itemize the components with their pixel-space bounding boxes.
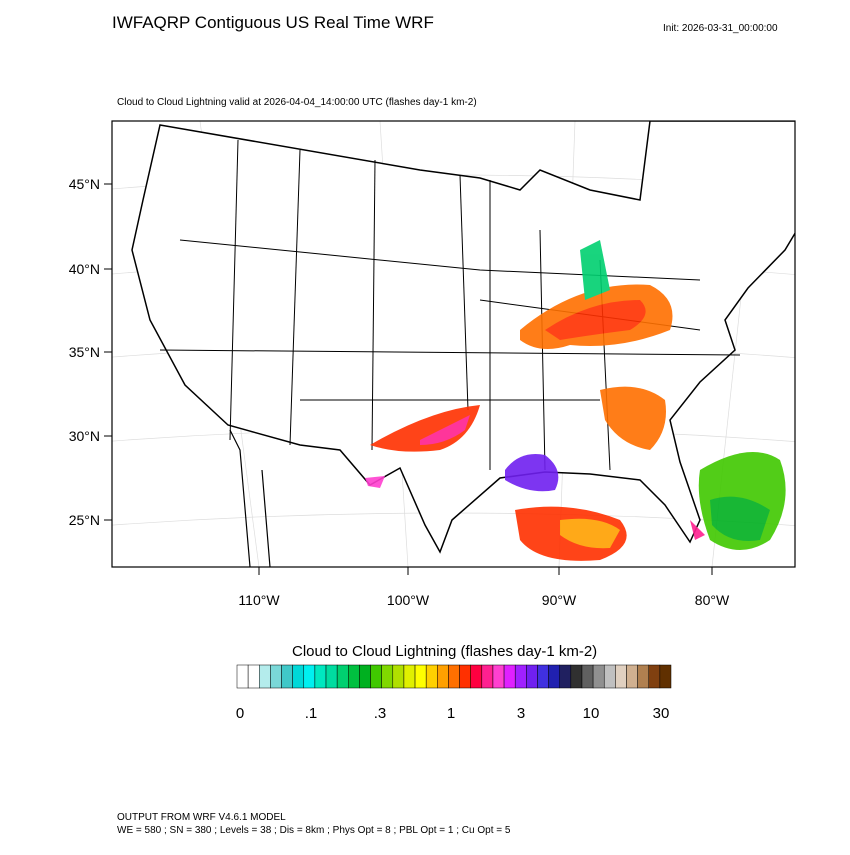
map-frame bbox=[111, 120, 796, 568]
colorbar-swatch bbox=[359, 664, 371, 689]
colorbar-swatch bbox=[615, 664, 627, 689]
lat-label: 40°N bbox=[69, 261, 100, 277]
colorbar-swatch bbox=[370, 664, 382, 689]
colorbar-swatch bbox=[314, 664, 327, 689]
colorbar-label: 1 bbox=[447, 705, 455, 722]
lon-label: 80°W bbox=[695, 592, 730, 608]
colorbar-swatch bbox=[303, 664, 316, 689]
colorbar-swatch bbox=[381, 664, 394, 689]
colorbar-swatch bbox=[537, 664, 549, 689]
colorbar-swatch bbox=[259, 664, 271, 689]
colorbar-swatch bbox=[348, 664, 360, 689]
colorbar-swatch bbox=[270, 664, 282, 689]
colorbar-swatch bbox=[281, 664, 293, 689]
colorbar-swatch bbox=[559, 664, 572, 689]
colorbar-swatch bbox=[659, 664, 672, 689]
colorbar-swatch bbox=[581, 664, 594, 689]
colorbar: 0 .1 .3 1 3 10 30 bbox=[236, 664, 672, 722]
colorbar-swatch bbox=[503, 664, 516, 689]
colorbar-swatch bbox=[648, 664, 661, 689]
colorbar-swatch bbox=[437, 664, 449, 689]
colorbar-swatch bbox=[459, 664, 471, 689]
colorbar-swatch bbox=[403, 664, 416, 689]
colorbar-swatch bbox=[592, 664, 605, 689]
colorbar-swatch bbox=[247, 664, 260, 689]
colorbar-swatch bbox=[603, 664, 616, 689]
footer-line: WE = 580 ; SN = 380 ; Levels = 38 ; Dis … bbox=[117, 825, 511, 836]
colorbar-label: 0 bbox=[236, 705, 244, 722]
lat-label: 45°N bbox=[69, 176, 100, 192]
colorbar-swatch bbox=[325, 664, 338, 689]
colorbar-label: .3 bbox=[374, 705, 387, 722]
colorbar-title: Cloud to Cloud Lightning (flashes day-1 … bbox=[292, 643, 597, 660]
colorbar-swatch bbox=[448, 664, 460, 689]
colorbar-label: .1 bbox=[305, 705, 318, 722]
lat-label: 30°N bbox=[69, 428, 100, 444]
colorbar-swatch bbox=[481, 664, 494, 689]
colorbar-swatch bbox=[392, 664, 405, 689]
colorbar-swatch bbox=[414, 664, 427, 689]
colorbar-swatch bbox=[514, 664, 527, 689]
map bbox=[111, 120, 796, 568]
lightning bbox=[365, 240, 786, 561]
colorbar-swatch bbox=[425, 664, 438, 689]
lon-label: 110°W bbox=[238, 592, 280, 608]
colorbar-label: 10 bbox=[583, 705, 600, 722]
colorbar-label: 30 bbox=[653, 705, 670, 722]
lat-label: 25°N bbox=[69, 512, 100, 528]
footer-line: OUTPUT FROM WRF V4.6.1 MODEL bbox=[117, 812, 286, 823]
subtitle: Cloud to Cloud Lightning valid at 2026-0… bbox=[117, 97, 477, 108]
colorbar-swatch bbox=[526, 664, 538, 689]
colorbar-swatch bbox=[570, 664, 583, 689]
colorbar-swatch bbox=[548, 664, 560, 689]
lon-label: 90°W bbox=[542, 592, 577, 608]
colorbar-swatch bbox=[626, 664, 638, 689]
colorbar-swatch bbox=[236, 664, 249, 689]
colorbar-swatch bbox=[470, 664, 483, 689]
lon-label: 100°W bbox=[387, 592, 430, 608]
title: IWFAQRP Contiguous US Real Time WRF bbox=[112, 13, 434, 32]
init-time: Init: 2026-03-31_00:00:00 bbox=[663, 23, 778, 34]
baja bbox=[229, 429, 271, 567]
colorbar-swatch bbox=[492, 664, 505, 689]
lat-label: 35°N bbox=[69, 344, 100, 360]
colorbar-swatch bbox=[336, 664, 349, 689]
colorbar-swatch bbox=[637, 664, 649, 689]
colorbar-swatch bbox=[292, 664, 305, 689]
colorbar-label: 3 bbox=[517, 705, 525, 722]
